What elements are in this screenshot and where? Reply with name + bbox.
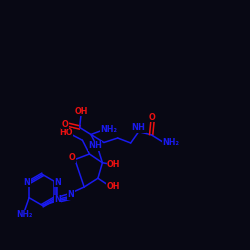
Text: NH₂: NH₂ <box>16 210 33 219</box>
Text: N: N <box>68 190 74 199</box>
Text: OH: OH <box>107 160 120 169</box>
Text: N: N <box>54 195 61 204</box>
Text: NH₂: NH₂ <box>162 138 179 147</box>
Text: O: O <box>62 120 68 129</box>
Text: OH: OH <box>107 182 120 191</box>
Text: O: O <box>149 113 156 122</box>
Text: HO: HO <box>60 128 73 137</box>
Text: NH: NH <box>88 141 102 150</box>
Text: N: N <box>24 178 30 187</box>
Text: N: N <box>54 178 61 187</box>
Text: O: O <box>68 154 75 162</box>
Text: OH: OH <box>75 106 88 116</box>
Text: NH₂: NH₂ <box>100 124 117 134</box>
Text: NH: NH <box>132 124 145 132</box>
